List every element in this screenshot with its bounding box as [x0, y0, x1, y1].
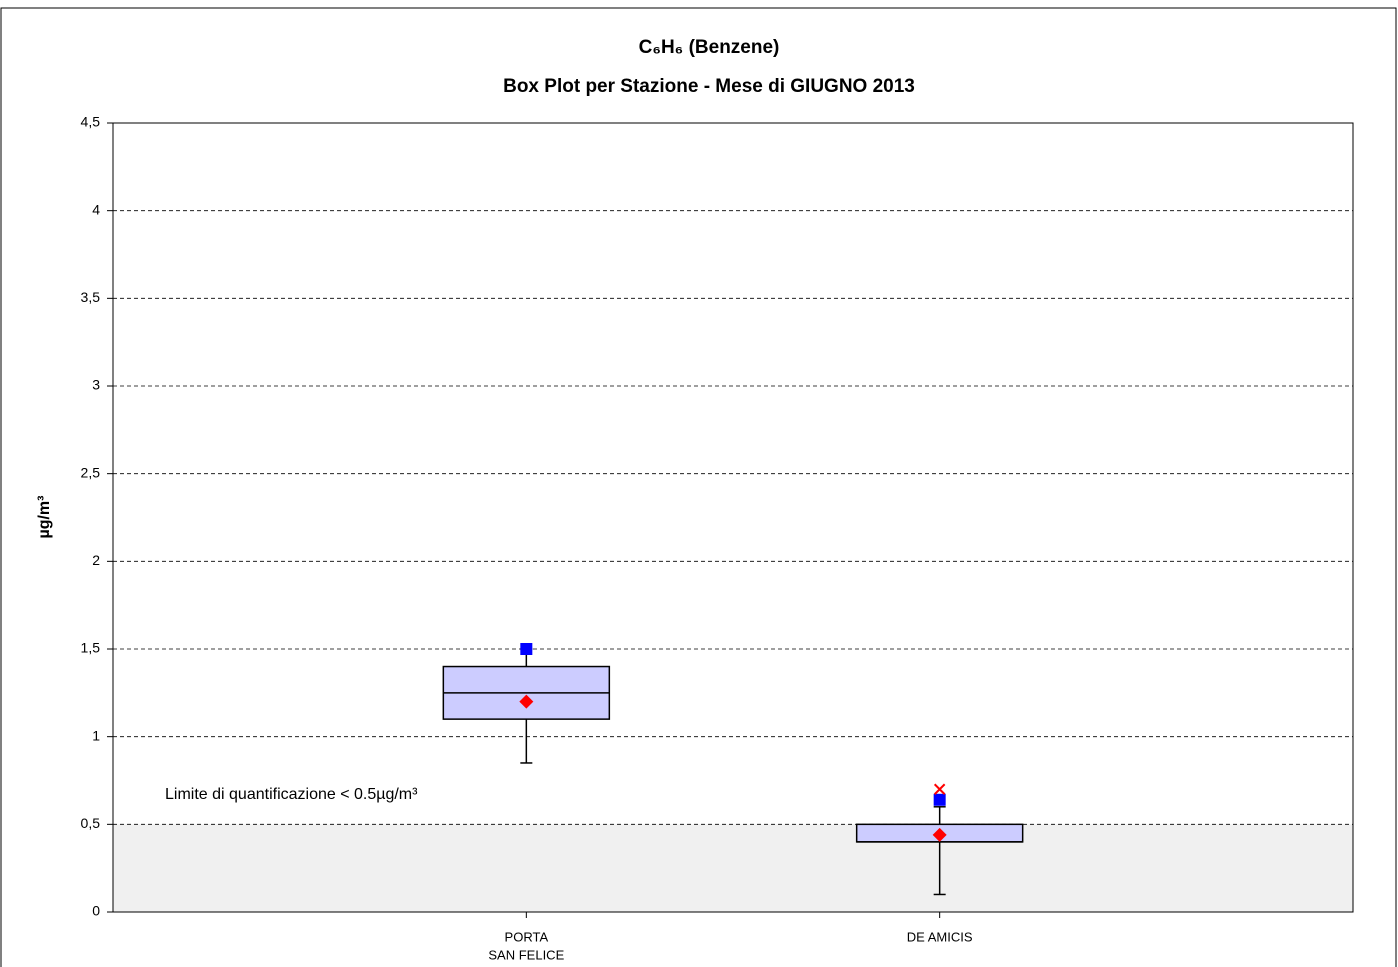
- annotation: Limite di quantificazione < 0.5µg/m³: [165, 786, 418, 803]
- x-tick-label: DE AMICIS: [907, 929, 973, 944]
- mean-marker: [932, 827, 947, 842]
- y-tick-label: 4,5: [81, 114, 101, 130]
- y-tick-label: 1,5: [81, 640, 101, 656]
- x-tick-label: PORTA: [505, 929, 549, 944]
- x-tick-label: SAN FELICE: [488, 947, 564, 962]
- cross-marker: [933, 783, 946, 795]
- y-tick-label: 4: [92, 201, 100, 217]
- y-tick-label: 0: [92, 903, 100, 919]
- plot-frame: [112, 122, 1354, 913]
- max-marker: [520, 643, 533, 655]
- max-marker: [933, 793, 946, 806]
- mean-marker: [519, 694, 534, 709]
- y-axis-label: µg/m³: [36, 496, 53, 539]
- quantification-band: [113, 824, 1353, 912]
- y-tick-label: 1: [92, 727, 100, 743]
- y-tick-label: 3,5: [81, 289, 101, 305]
- chart-frame: [0, 7, 1397, 967]
- y-tick-label: 2: [92, 552, 100, 568]
- chart-title: C₆H₆ (Benzene): [639, 37, 780, 58]
- chart-subtitle: Box Plot per Stazione - Mese di GIUGNO 2…: [503, 76, 915, 97]
- y-tick-label: 2,5: [81, 464, 101, 480]
- y-tick-label: 0,5: [81, 815, 101, 831]
- y-tick-label: 3: [92, 377, 100, 393]
